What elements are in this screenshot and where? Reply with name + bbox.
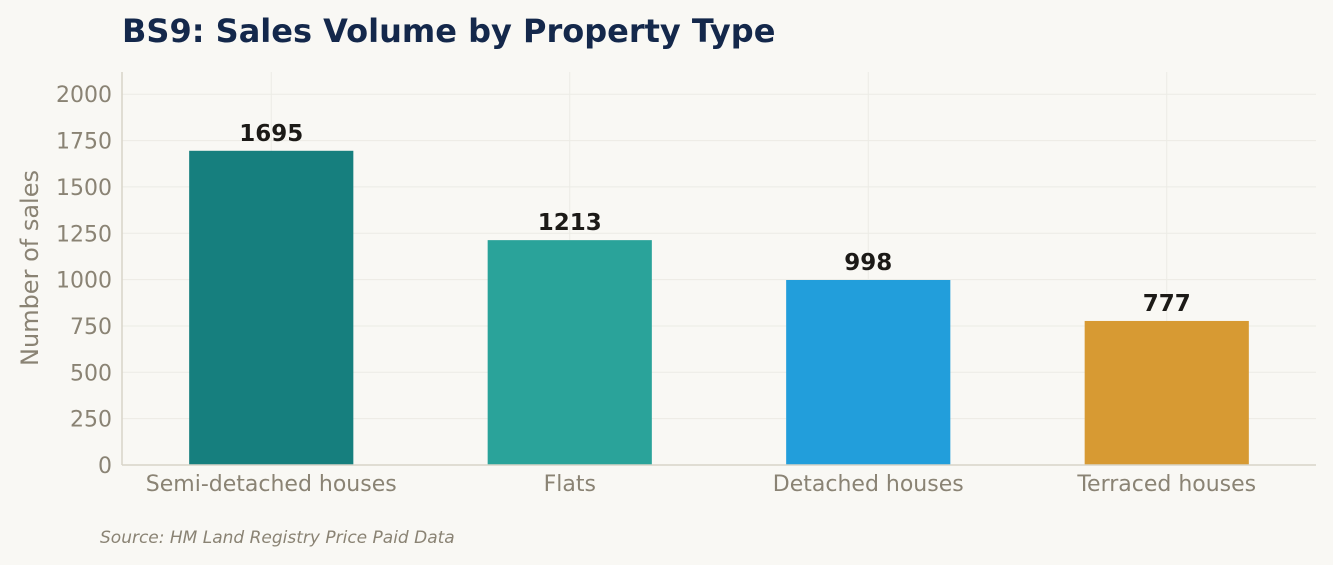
y-tick-label: 0 bbox=[98, 454, 112, 479]
bar bbox=[786, 279, 951, 465]
x-tick-label: Terraced houses bbox=[1076, 472, 1256, 497]
bar-value-label: 777 bbox=[1143, 291, 1191, 317]
x-tick-label: Detached houses bbox=[773, 472, 964, 497]
bar-value-label: 1213 bbox=[538, 210, 602, 236]
source-note: Source: HM Land Registry Price Paid Data bbox=[100, 528, 455, 548]
axes bbox=[121, 72, 1316, 466]
y-tick-label: 1500 bbox=[56, 176, 112, 201]
labels: 0 250 500 750 1000 1250 1500 1750 2000 1695 Semi-d… bbox=[56, 83, 1256, 497]
y-tick-label: 250 bbox=[70, 408, 112, 433]
y-tick-label: 1000 bbox=[56, 269, 112, 294]
y-tick-label: 2000 bbox=[56, 83, 112, 108]
y-tick-label: 500 bbox=[70, 361, 112, 386]
bars bbox=[189, 150, 1249, 465]
y-tick-label: 1250 bbox=[56, 222, 112, 247]
x-tick-label: Semi-detached houses bbox=[146, 472, 397, 497]
bar-value-label: 998 bbox=[844, 250, 892, 276]
chart-title: BS9: Sales Volume by Property Type bbox=[122, 12, 775, 50]
y-tick-label: 750 bbox=[70, 315, 112, 340]
y-tick-label: 1750 bbox=[56, 130, 112, 155]
bar bbox=[1084, 320, 1249, 465]
x-tick-label: Flats bbox=[544, 472, 596, 497]
bar bbox=[189, 150, 354, 465]
y-axis-label: Number of sales bbox=[16, 170, 44, 366]
bar-value-label: 1695 bbox=[239, 121, 303, 147]
bar bbox=[487, 240, 652, 465]
